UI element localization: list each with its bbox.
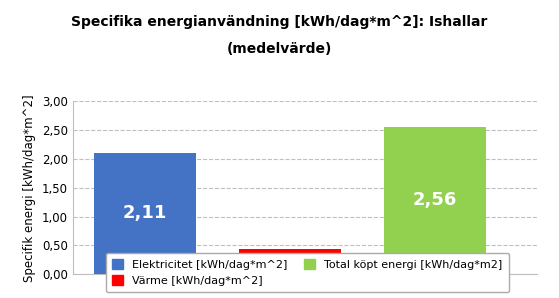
Y-axis label: Specifik energi [kWh/dag*m^2]: Specifik energi [kWh/dag*m^2] [23, 94, 36, 282]
Text: (medelvärde): (medelvärde) [227, 42, 332, 56]
Text: 2,56: 2,56 [413, 191, 457, 209]
Text: 2,11: 2,11 [123, 204, 167, 222]
Legend: Elektricitet [kWh/dag*m^2], Värme [kWh/dag*m^2], Total köpt energi [kWh/dag*m2]: Elektricitet [kWh/dag*m^2], Värme [kWh/d… [106, 253, 509, 292]
Text: 0,44: 0,44 [268, 252, 312, 271]
Text: Specifika energianvändning [kWh/dag*m^2]: Ishallar: Specifika energianvändning [kWh/dag*m^2]… [72, 15, 487, 29]
Bar [94, 153, 196, 274]
Bar [239, 249, 341, 274]
Bar [385, 127, 486, 274]
